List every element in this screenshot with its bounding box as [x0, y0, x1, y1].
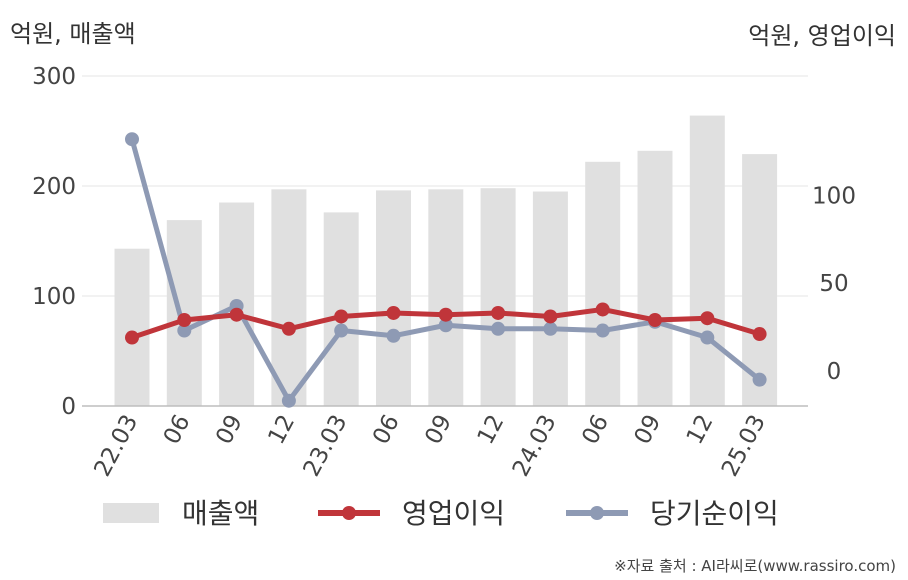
- left-tick-label: 0: [61, 394, 76, 420]
- net-income-point: [491, 321, 506, 336]
- x-tick-label: 24.03: [508, 411, 562, 481]
- x-tick-label: 06: [577, 411, 614, 449]
- operating-profit-point: [125, 330, 139, 345]
- x-tick-label: 12: [682, 411, 719, 449]
- line-series: [125, 132, 767, 408]
- revenue-bar: [742, 154, 778, 406]
- legend-operating-marker: [342, 506, 356, 520]
- net-income-point: [752, 372, 767, 387]
- net-income-point: [334, 323, 349, 338]
- x-tick-label: 23.03: [299, 411, 353, 481]
- legend-operating-label: 영업이익: [402, 497, 505, 530]
- revenue-bar: [532, 191, 568, 406]
- operating-profit-point: [438, 307, 453, 322]
- operating-profit-point: [752, 327, 767, 342]
- net-income-point: [700, 330, 715, 345]
- x-tick-label: 22.03: [89, 411, 143, 481]
- net-income-point: [281, 393, 296, 408]
- left-axis-unit: 억원, 매출액: [10, 20, 136, 48]
- x-tick-label: 09: [630, 411, 667, 449]
- x-tick-label: 12: [473, 411, 510, 449]
- x-tick-label: 06: [368, 411, 405, 449]
- legend-net-marker: [590, 506, 604, 520]
- net-income-point: [438, 318, 453, 333]
- x-tick-label: 25.03: [717, 411, 771, 481]
- left-tick-label: 200: [32, 174, 76, 200]
- revenue-bar: [585, 161, 621, 406]
- operating-profit-point: [229, 307, 244, 322]
- revenue-bar: [637, 150, 673, 406]
- revenue-bars: [114, 115, 778, 406]
- legend-revenue-label: 매출액: [182, 497, 259, 530]
- right-tick-label: 0: [827, 359, 842, 385]
- operating-profit-point: [386, 305, 401, 320]
- left-tick-label: 100: [32, 284, 76, 310]
- right-y-axis: 0 50 100: [812, 183, 856, 385]
- net-income-point: [543, 321, 558, 336]
- revenue-bar: [689, 115, 725, 406]
- source-note: ※자료 출처 : AI라씨로(www.rassiro.com): [614, 557, 896, 575]
- revenue-bar: [480, 188, 516, 406]
- net-income-point: [125, 132, 139, 147]
- net-income-point: [595, 323, 610, 338]
- revenue-bar: [376, 190, 411, 406]
- operating-profit-point: [334, 309, 349, 324]
- net-income-point: [386, 328, 401, 343]
- x-tick-label: 12: [263, 411, 300, 449]
- right-tick-label: 100: [812, 183, 856, 209]
- left-tick-label: 300: [32, 64, 76, 90]
- operating-profit-point: [595, 302, 610, 317]
- x-tick-label: 06: [159, 411, 196, 449]
- revenue-bar: [323, 212, 359, 406]
- revenue-bar: [271, 189, 307, 406]
- x-tick-label: 09: [420, 411, 457, 449]
- right-tick-label: 50: [819, 271, 848, 297]
- operating-profit-point: [491, 305, 506, 320]
- operating-profit-point: [177, 312, 192, 327]
- net-income-point: [177, 323, 192, 338]
- legend: 매출액 영업이익 당기순이익: [103, 497, 779, 530]
- legend-net-label: 당기순이익: [650, 497, 779, 530]
- left-y-axis: 0 100 200 300: [32, 64, 76, 420]
- operating-profit-point: [648, 312, 662, 327]
- revenue-bar: [114, 248, 150, 406]
- legend-revenue-swatch: [103, 503, 159, 523]
- operating-profit-point: [281, 321, 296, 336]
- right-axis-unit: 억원, 영업이익: [748, 22, 896, 50]
- revenue-bar: [428, 189, 464, 406]
- x-tick-label: 09: [211, 411, 248, 449]
- operating-profit-point: [700, 311, 715, 326]
- operating-profit-point: [543, 309, 558, 324]
